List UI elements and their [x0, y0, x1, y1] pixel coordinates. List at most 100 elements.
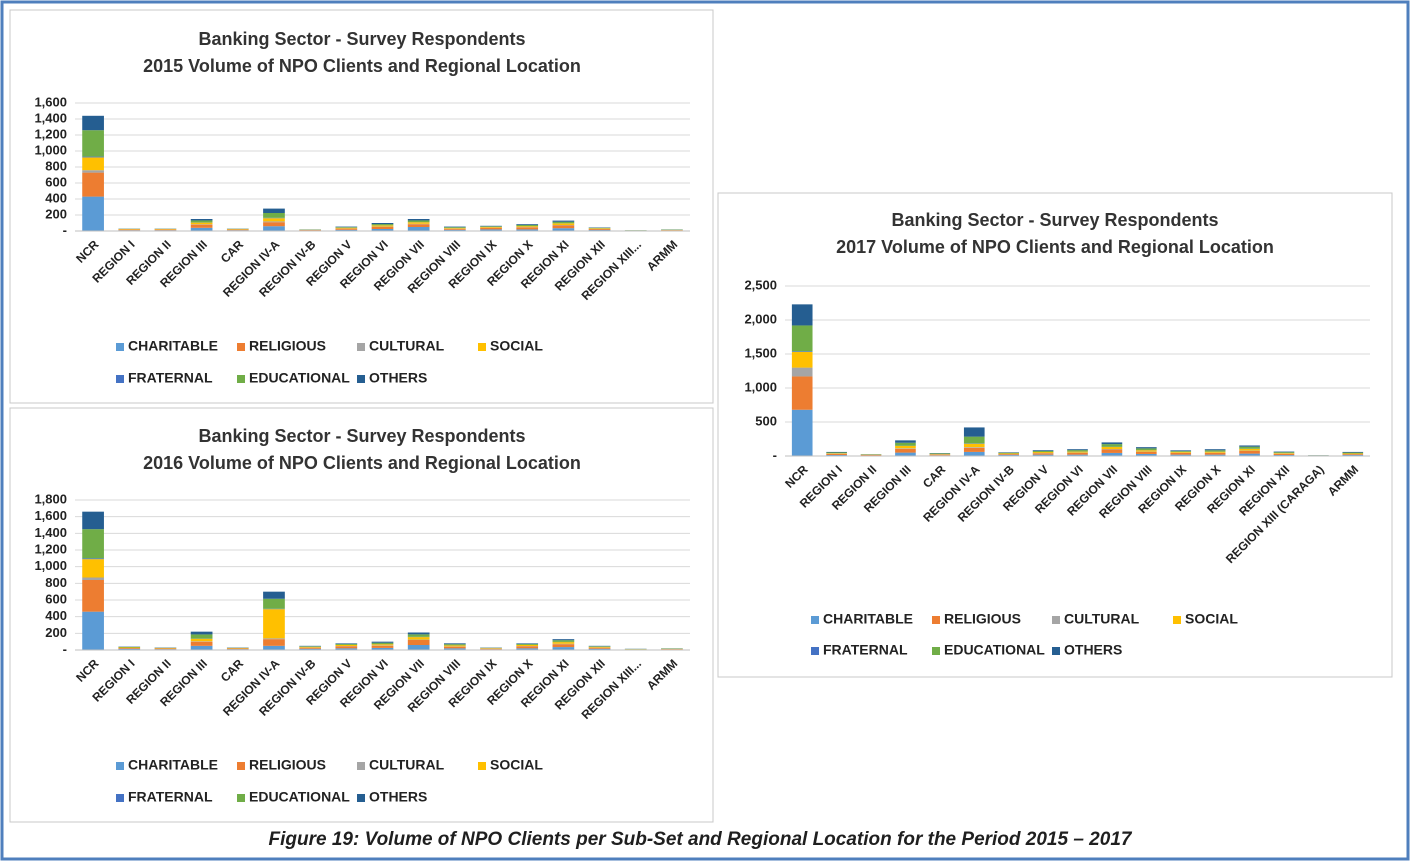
bar-segment — [371, 224, 394, 226]
bar-segment — [552, 647, 575, 650]
legend-label: CHARITABLE — [823, 611, 913, 627]
y-tick-label: - — [63, 641, 67, 656]
bar-segment — [588, 647, 611, 649]
legend-swatch — [811, 616, 819, 624]
bar-segment — [1342, 454, 1364, 455]
y-tick-label: 2,000 — [744, 311, 777, 326]
bar-segment — [895, 442, 916, 446]
bar-segment — [1032, 450, 1054, 452]
legend-swatch — [478, 343, 486, 351]
legend-label: OTHERS — [369, 789, 427, 805]
bar-segment — [552, 228, 575, 231]
y-tick-label: 2,500 — [744, 277, 777, 292]
bar-segment — [1342, 454, 1364, 456]
chart-subtitle: 2017 Volume of NPO Clients and Regional … — [836, 237, 1274, 257]
bar-segment — [335, 645, 358, 646]
bar-segment — [1342, 452, 1364, 454]
y-tick-label: - — [773, 447, 777, 462]
legend-swatch — [478, 762, 486, 770]
legend-swatch — [357, 375, 365, 383]
y-tick-label: 1,200 — [34, 541, 67, 556]
y-tick-label: 600 — [45, 174, 67, 189]
bar-segment — [263, 638, 285, 640]
bar-segment — [226, 229, 249, 231]
legend-swatch — [357, 343, 365, 351]
bar-segment — [263, 222, 285, 227]
legend-label: RELIGIOUS — [944, 611, 1021, 627]
bar-segment — [791, 367, 813, 377]
bar-segment — [552, 221, 575, 224]
bar-segment — [480, 648, 502, 650]
bar-segment — [963, 436, 985, 444]
bar-segment — [1032, 453, 1054, 455]
bar-segment — [1101, 442, 1123, 445]
y-tick-label: 800 — [45, 575, 67, 590]
bar-segment — [407, 220, 430, 223]
legend-label: CHARITABLE — [128, 757, 218, 773]
bar-segment — [190, 220, 213, 223]
legend-swatch — [116, 375, 124, 383]
bar-segment — [263, 609, 285, 639]
chart-title: Banking Sector - Survey Respondents — [891, 210, 1218, 230]
bar-segment — [82, 511, 104, 530]
bar-segment — [1342, 451, 1364, 453]
bar-segment — [82, 130, 104, 157]
bar-segment — [1170, 450, 1192, 452]
bar-segment — [263, 221, 285, 223]
bar-segment — [1342, 453, 1364, 455]
bar-segment — [1101, 447, 1123, 450]
y-tick-label: 1,000 — [744, 379, 777, 394]
legend-label: EDUCATIONAL — [944, 642, 1045, 658]
y-tick-label: 200 — [45, 625, 67, 640]
bar-segment — [1136, 451, 1157, 454]
bar-segment — [335, 228, 358, 230]
bar-segment — [371, 641, 394, 643]
bar-segment — [1032, 450, 1054, 451]
bar-segment — [1067, 452, 1088, 455]
bar-segment — [480, 229, 502, 231]
bar-segment — [407, 637, 430, 640]
bar-segment — [82, 529, 104, 559]
bar-segment — [516, 646, 539, 649]
bar-segment — [552, 639, 575, 641]
bar-segment — [263, 645, 285, 650]
bar-segment — [407, 227, 430, 231]
bar-segment — [516, 645, 539, 646]
bar-segment — [82, 156, 104, 158]
bar-segment — [963, 447, 985, 448]
chart-subtitle: 2015 Volume of NPO Clients and Regional … — [143, 56, 581, 76]
caption: Figure 19: Volume of NPO Clients per Sub… — [269, 829, 1133, 850]
bar-segment — [335, 227, 358, 228]
bar-segment — [118, 648, 141, 649]
bar-segment — [929, 453, 951, 455]
bar-segment — [1273, 453, 1295, 455]
bar-segment — [1239, 450, 1260, 454]
bar-segment — [335, 643, 358, 645]
legend-swatch — [237, 375, 245, 383]
bar-segment — [895, 448, 916, 453]
legend-label: CULTURAL — [1064, 611, 1140, 627]
bar-segment — [335, 646, 358, 649]
bar-segment — [791, 409, 813, 456]
chart-title: Banking Sector - Survey Respondents — [198, 426, 525, 446]
bar-segment — [1136, 447, 1157, 449]
bar-segment — [826, 453, 847, 454]
bar-segment — [963, 427, 985, 437]
bar-segment — [1170, 451, 1192, 453]
bar-segment — [444, 226, 466, 228]
legend-label: CULTURAL — [369, 757, 445, 773]
bar-segment — [444, 643, 466, 645]
bar-segment — [791, 325, 813, 352]
bar-segment — [371, 647, 394, 650]
bar-segment — [963, 447, 985, 452]
bar-segment — [895, 448, 916, 449]
bar-segment — [263, 218, 285, 222]
bar-segment — [588, 646, 611, 648]
bar-segment — [82, 580, 104, 612]
bar-segment — [82, 558, 104, 560]
bar-segment — [82, 115, 104, 131]
bar-segment — [407, 219, 430, 221]
bar-segment — [516, 227, 539, 230]
y-tick-label: 1,200 — [34, 126, 67, 141]
